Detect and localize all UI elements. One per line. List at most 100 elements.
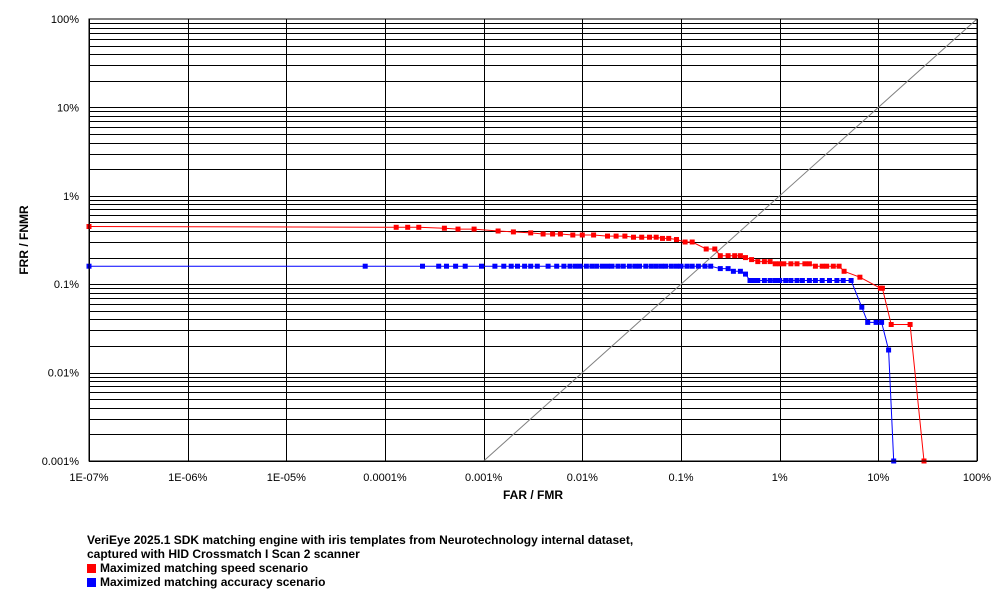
data-point	[501, 263, 507, 269]
minor-gridlines	[89, 23, 977, 435]
data-point	[674, 263, 679, 269]
y-tick-label: 10%	[57, 102, 79, 114]
data-point	[781, 261, 787, 267]
data-point	[534, 263, 540, 269]
data-point	[510, 229, 516, 235]
data-point	[819, 278, 825, 283]
data-point	[865, 319, 871, 325]
y-axis-title: FRR / FNMR	[17, 205, 31, 275]
data-point	[647, 234, 652, 240]
data-point	[834, 278, 840, 283]
data-point	[857, 274, 863, 280]
data-point	[620, 263, 626, 269]
equal-error-reference-line	[483, 18, 978, 462]
x-tick-label: 0.0001%	[363, 472, 407, 484]
data-point	[444, 263, 449, 269]
data-point	[751, 278, 757, 283]
x-tick-label: 100%	[963, 472, 991, 484]
data-point	[648, 263, 654, 269]
data-point	[528, 263, 534, 269]
data-point	[772, 261, 778, 267]
data-point	[605, 263, 610, 269]
data-point	[737, 253, 743, 259]
data-point	[663, 263, 669, 269]
data-point	[767, 278, 773, 283]
data-point	[794, 261, 800, 267]
data-point	[827, 278, 832, 283]
data-point	[554, 263, 560, 269]
data-point	[783, 278, 789, 283]
data-point	[788, 261, 794, 267]
y-tick-label: 1%	[63, 191, 79, 203]
data-point	[522, 263, 528, 269]
data-point	[441, 225, 447, 231]
data-point	[717, 253, 723, 259]
data-point	[626, 263, 632, 269]
data-point	[859, 304, 865, 310]
legend-swatch-accuracy	[87, 577, 96, 587]
data-point	[572, 263, 578, 269]
legend-entry-speed: Maximized matching speed scenario	[87, 561, 633, 575]
data-point	[605, 233, 610, 239]
data-point	[453, 263, 459, 269]
data-point	[540, 231, 546, 237]
data-point	[631, 234, 636, 240]
data-point	[879, 285, 885, 291]
data-point	[777, 261, 783, 267]
caption-line-2: captured with HID Crossmatch I Scan 2 sc…	[87, 547, 360, 561]
y-tick-label: 100%	[51, 14, 79, 26]
data-point	[806, 261, 812, 267]
data-point	[594, 263, 600, 269]
data-point	[717, 266, 723, 272]
data-point	[570, 232, 576, 238]
series-2	[86, 263, 897, 464]
data-point	[405, 224, 411, 230]
data-point	[600, 263, 605, 269]
series-1	[86, 224, 927, 464]
data-point	[841, 268, 847, 274]
x-tick-label: 0.1%	[668, 472, 693, 484]
data-point	[695, 263, 701, 269]
data-point	[907, 322, 913, 327]
data-point	[557, 231, 563, 237]
x-tick-label: 0.01%	[567, 472, 598, 484]
data-point	[462, 263, 468, 269]
data-point	[725, 253, 731, 259]
data-point	[567, 263, 573, 269]
data-point	[591, 232, 597, 238]
data-point	[589, 263, 595, 269]
data-point	[455, 226, 461, 232]
data-point	[674, 237, 679, 242]
data-point	[819, 263, 825, 269]
caption-line-1: VeriEye 2025.1 SDK matching engine with …	[87, 533, 634, 547]
data-point	[767, 259, 773, 265]
data-point	[712, 246, 718, 252]
data-point	[848, 278, 854, 283]
data-point	[639, 234, 645, 240]
data-point	[840, 278, 846, 283]
data-point	[747, 278, 753, 283]
x-tick-label: 1E-06%	[168, 472, 207, 484]
data-point	[583, 263, 589, 269]
data-point	[812, 263, 818, 269]
data-point	[812, 278, 818, 283]
data-point	[689, 263, 695, 269]
data-point	[730, 268, 736, 274]
plot-area-border	[88, 18, 978, 462]
legend-entry-accuracy: Maximized matching accuracy scenario	[87, 575, 633, 589]
data-point	[528, 230, 534, 236]
data-point	[830, 263, 836, 269]
data-point	[886, 347, 892, 353]
data-point	[836, 263, 842, 269]
y-axis-tick-labels: 0.001% 0.01% 0.1% 1% 10% 100%	[42, 14, 80, 468]
data-point	[799, 278, 805, 283]
legend-label-speed: Maximized matching speed scenario	[100, 561, 309, 575]
data-point	[653, 234, 659, 240]
y-tick-label: 0.01%	[48, 368, 79, 380]
data-point	[761, 259, 767, 265]
data-point	[777, 278, 783, 283]
legend-swatch-speed	[87, 563, 96, 573]
data-point	[702, 263, 708, 269]
data-point	[888, 322, 894, 327]
data-point	[761, 278, 767, 283]
